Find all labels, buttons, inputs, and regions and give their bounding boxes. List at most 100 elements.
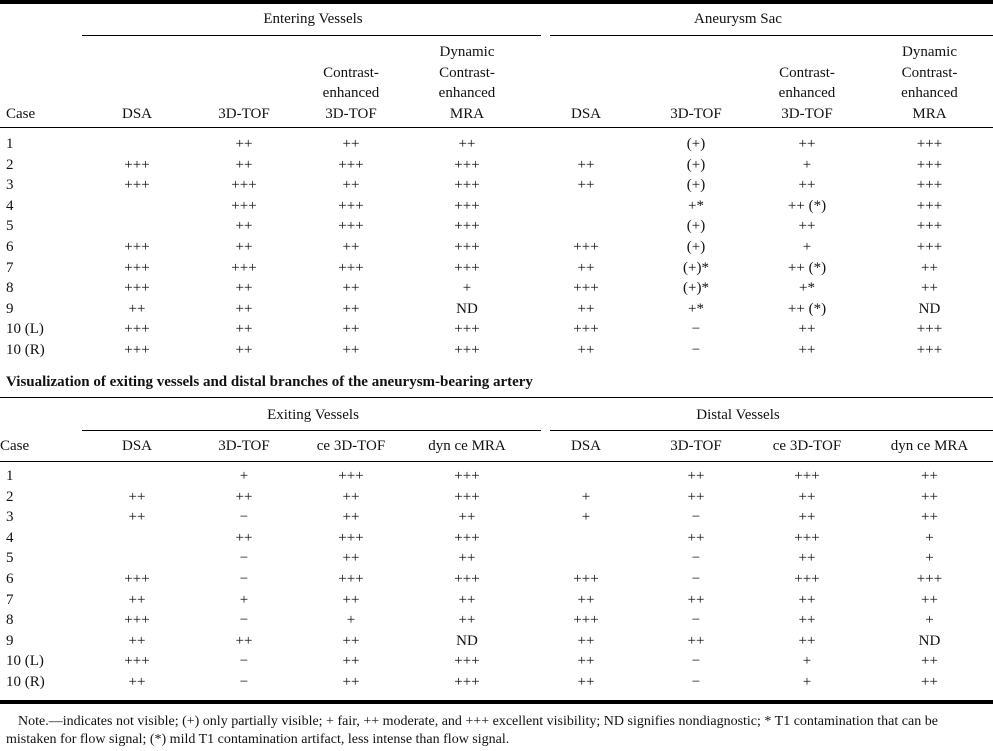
table-cell: ++	[342, 177, 360, 194]
table-cell: ++	[798, 321, 816, 338]
table1-column-header-line: 3D-TOF	[670, 105, 722, 122]
table-cell: −	[239, 653, 249, 670]
table-cell: ++	[921, 591, 938, 608]
table-cell: ND	[918, 632, 941, 649]
table-cell	[528, 216, 644, 237]
table-cell: ++ (*)	[787, 259, 827, 276]
table-cell: −	[691, 341, 701, 358]
table2-group-rule-exiting	[82, 430, 541, 431]
table-cell: ++	[235, 300, 253, 317]
table-cell: +++	[124, 156, 150, 173]
case-cell: 1	[6, 468, 14, 484]
table-cell: ++	[342, 673, 360, 690]
table1-group-rule-aneurysm	[550, 35, 993, 36]
table-cell: ND	[456, 300, 478, 317]
case-cell: 10 (R)	[6, 673, 45, 690]
table-cell: (+)	[686, 156, 706, 173]
table-cell: ++	[577, 653, 595, 670]
table-cell: ++	[342, 550, 360, 567]
table-cell: +++	[124, 280, 150, 297]
table-cell: +++	[124, 612, 150, 629]
case-cell: 5	[6, 218, 14, 235]
case-cell: 10 (R)	[6, 341, 45, 358]
table-cell: +++	[916, 177, 943, 194]
table-cell: ++	[798, 550, 816, 567]
table-cell: +++	[916, 321, 943, 338]
table2-row: 9 ++ ++ ++ ND ++ ++ ++ ND	[0, 631, 993, 652]
table-cell: (+)	[686, 218, 706, 235]
table-cell: +++	[338, 529, 364, 546]
table-cell: +	[581, 509, 591, 526]
table-cell: +++	[124, 570, 150, 587]
table-cell: +++	[454, 673, 480, 690]
table-cell: +++	[573, 321, 599, 338]
table-cell: −	[691, 509, 701, 526]
table-cell: +	[925, 529, 934, 546]
table1-column-header-line: Contrast-	[901, 64, 958, 81]
table-cell: (+)	[686, 177, 706, 194]
table-cell: ND	[918, 300, 941, 317]
table2-column-header: DSA	[570, 438, 601, 454]
case-cell: 4	[6, 529, 14, 546]
table-cell: +++	[916, 197, 943, 214]
table-cell: +*	[688, 197, 704, 214]
table-cell: +++	[124, 321, 150, 338]
table-cell: ++	[458, 550, 476, 567]
table-cell: +	[346, 612, 356, 629]
table-cell: +++	[454, 238, 480, 255]
table-cell: ++	[798, 136, 816, 152]
table-cell: −	[691, 612, 701, 629]
table-cell	[528, 466, 644, 487]
table-cell: +++	[573, 612, 599, 629]
table2-column-header: ce 3D-TOF	[316, 438, 386, 454]
case-cell: 8	[6, 612, 14, 629]
table-cell: +++	[338, 218, 364, 235]
table-cell: +++	[454, 259, 480, 276]
table-cell: +++	[338, 570, 364, 587]
table-cell: ++	[458, 136, 476, 152]
table-cell	[82, 196, 192, 217]
table1-group-header-aneurysm: Aneurysm Sac	[694, 11, 782, 27]
table-cell: +++	[454, 341, 480, 358]
table-cell: +++	[338, 468, 364, 484]
table-cell: ND	[456, 632, 478, 649]
table2-group-header-exiting: Exiting Vessels	[267, 407, 359, 423]
table-cell: ++	[577, 341, 595, 358]
table1-case-header: Case	[6, 106, 36, 122]
table1-row: 10 (L) +++ ++ ++ +++ +++ − ++ +++	[0, 319, 993, 340]
table1-header-rule	[0, 127, 993, 128]
table-cell: ++	[798, 177, 816, 194]
case-cell: 9	[6, 632, 14, 649]
table-cell: ++	[577, 673, 595, 690]
table-cell: +++	[124, 341, 150, 358]
table1-column-header-line: enhanced	[901, 85, 958, 101]
table2-column-header: DSA	[121, 438, 152, 454]
table-cell	[528, 548, 644, 569]
table-cell: +++	[454, 156, 480, 173]
table-cell: ++	[921, 488, 938, 505]
table-cell: ++	[235, 156, 253, 173]
table-cell: −	[691, 653, 701, 670]
table-cell: +	[802, 238, 812, 255]
table-cell: ++	[128, 300, 146, 317]
table-cell: ++	[342, 341, 360, 358]
table1-row: 10 (R) +++ ++ ++ +++ ++ − ++ +++	[0, 340, 993, 361]
table-cell: −	[239, 570, 249, 587]
table-cell: +++	[916, 136, 943, 152]
table-cell: ++ (*)	[787, 197, 827, 214]
table2-group-rule-distal	[550, 430, 993, 431]
table-cell: ++	[687, 591, 705, 608]
table-cell: ++	[342, 632, 360, 649]
table-cell: ++	[921, 468, 938, 484]
table-cell: ++	[921, 280, 938, 297]
case-cell: 9	[6, 300, 14, 317]
table-cell: +++	[916, 570, 943, 587]
table1-row: 6 +++ ++ ++ +++ +++ (+) + +++	[0, 237, 993, 258]
table2-row: 4 ++ +++ +++ ++ +++ +	[0, 528, 993, 549]
table-cell: ++	[687, 632, 705, 649]
table-cell: ++	[342, 653, 360, 670]
table-cell: +	[802, 673, 812, 690]
table1-column-header-line: enhanced	[322, 85, 380, 101]
table1-column-header-line: MRA	[449, 105, 485, 122]
